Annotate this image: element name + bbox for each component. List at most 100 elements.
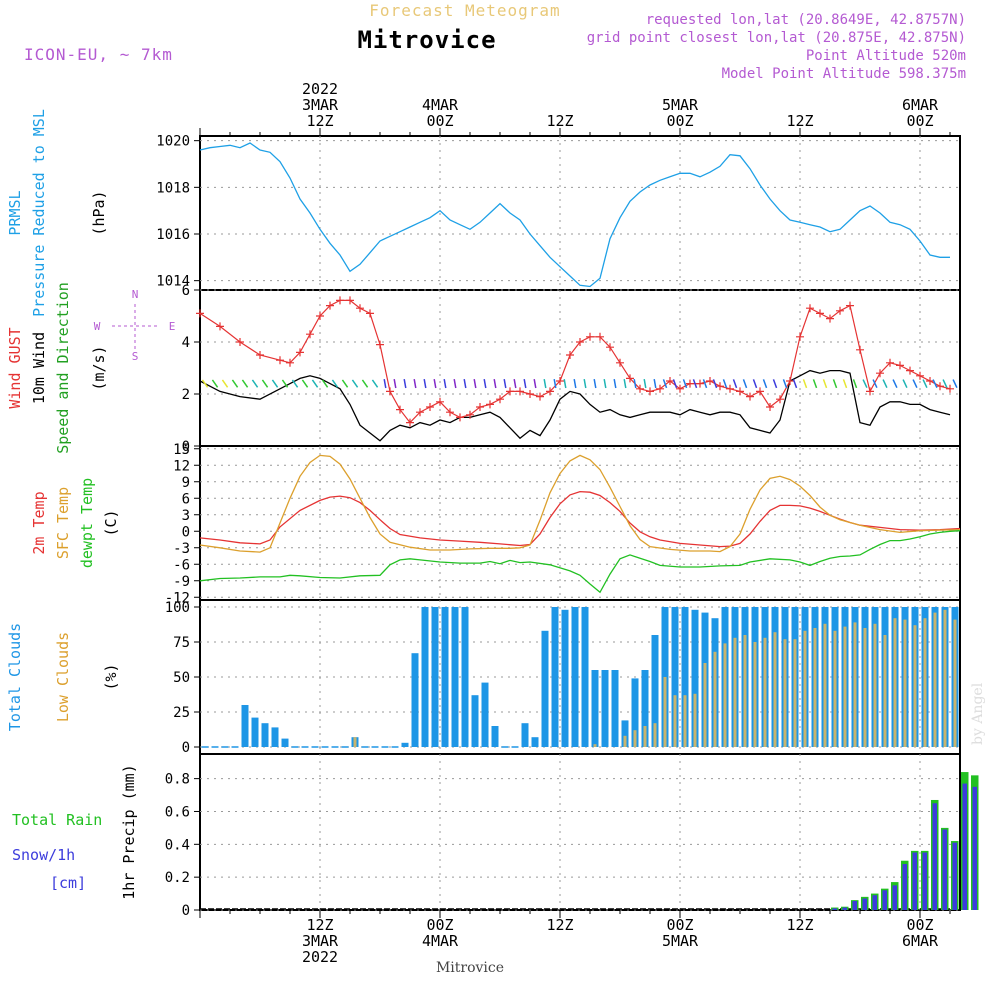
cloud-low-bar — [913, 625, 917, 747]
temp-label-dewpt: dewpt Temp — [78, 478, 96, 568]
clouds-ytick-label: 75 — [173, 635, 190, 651]
wind-gust-marker — [526, 390, 534, 398]
wind-direction-arrow — [752, 379, 758, 389]
header: Forecast Meteogram Mitrovice ICON-EU, ~ … — [24, 1, 986, 976]
product-title: Forecast Meteogram — [369, 1, 560, 20]
wind-ytick-label: 0 — [182, 439, 190, 455]
cloud-low-bar — [633, 730, 637, 747]
panels: 10141016101810200246-12-9-6-303691215025… — [6, 109, 979, 919]
wind-direction-arrow — [643, 379, 647, 389]
wind-direction-arrow — [922, 379, 928, 388]
temp-line-2 — [199, 530, 961, 594]
cloud-low-bar — [663, 677, 667, 747]
wind-direction-arrow — [672, 379, 678, 389]
cloud-low-bar — [713, 651, 717, 747]
cloud-total-bar — [651, 635, 659, 747]
precip-label-rain: Total Rain — [12, 811, 102, 829]
cloud-low-bar — [803, 630, 807, 747]
wind-direction-arrow — [453, 379, 457, 389]
cloud-total-bar — [601, 670, 609, 747]
wind-direction-arrow — [603, 379, 607, 389]
wind-direction-arrow — [762, 379, 768, 389]
precip-ytick-label: 0.4 — [165, 837, 190, 853]
cloud-low-bar — [903, 619, 907, 747]
temp-label-sfc: SFC Temp — [54, 487, 72, 559]
compass-cross — [112, 304, 158, 350]
wind-gust-marker — [726, 384, 734, 393]
wind-gust-marker — [446, 408, 454, 417]
wind-direction-arrow — [882, 379, 888, 388]
cloud-low-bar — [953, 619, 957, 747]
temperature-ytick-label: -6 — [173, 557, 190, 573]
wind-direction-arrow — [832, 379, 838, 389]
cloud-total-bar — [431, 607, 439, 747]
cloud-low-bar — [773, 632, 777, 747]
pressure-line — [199, 142, 950, 288]
wind-gust-marker — [926, 377, 934, 385]
wind-direction-arrow — [802, 379, 808, 389]
wind-gust-marker — [746, 392, 754, 401]
temperature-ytick-label: 12 — [173, 458, 190, 474]
compass-s: S — [132, 350, 139, 363]
cloud-total-bar — [411, 653, 419, 747]
pressure-ytick-label: 1020 — [156, 134, 190, 150]
wind-direction-arrow — [341, 379, 349, 388]
cloud-total-bar — [471, 695, 479, 747]
wind-gust-marker — [416, 408, 424, 417]
wind-gust-marker — [696, 379, 704, 388]
cloud-label-low: Low Clouds — [54, 632, 72, 722]
cloud-low-bar — [833, 630, 837, 747]
wind-direction-arrow — [583, 379, 587, 389]
cloud-total-bar — [531, 737, 539, 747]
cloud-total-bar — [401, 742, 409, 747]
wind-direction-arrow — [942, 379, 948, 388]
wind-gust-marker — [786, 377, 794, 385]
time-label-bottom: 4MAR — [422, 932, 459, 950]
precip-snow-bar — [912, 852, 917, 910]
cloud-low-bar — [763, 637, 767, 747]
wind-frame — [199, 289, 961, 447]
cloud-low-bar — [783, 639, 787, 747]
wind-direction-arrow — [792, 379, 798, 389]
wind-direction-arrow — [872, 379, 878, 388]
temperature-ytick-label: -3 — [173, 541, 190, 557]
cloud-low-bar — [723, 643, 727, 747]
cloud-total-bar — [461, 607, 469, 747]
temperature-ytick-label: -9 — [173, 574, 190, 590]
precip-snow-bar — [882, 890, 887, 910]
wind-gust-marker — [636, 384, 644, 393]
cloud-total-bar — [641, 670, 649, 747]
footer-location: Mitrovice — [436, 960, 504, 976]
precip-frame — [199, 753, 961, 911]
wind-gust-marker — [816, 309, 824, 318]
temperature-ytick-label: 9 — [182, 475, 190, 491]
time-label-top: 12Z — [306, 112, 333, 130]
wind-direction-arrow — [623, 379, 627, 389]
wind-gust-marker — [476, 403, 484, 411]
wind-direction-arrow — [281, 379, 289, 388]
pressure-label-prmsl: PRMSL — [6, 190, 24, 235]
precip-label-unit: 1hr Precip (mm) — [120, 764, 138, 899]
wind-gust-marker — [426, 403, 434, 411]
temperature-ytick-label: 15 — [173, 442, 190, 458]
pressure-ytick-label: 1018 — [156, 180, 190, 196]
wind-gust-marker — [556, 377, 564, 385]
temperature-ytick-label: 0 — [182, 524, 190, 540]
wind-gust-marker — [806, 304, 814, 313]
cloud-total-bar — [671, 607, 679, 747]
compass-n: N — [132, 288, 139, 301]
wind-gust-marker — [646, 387, 654, 396]
cloud-low-bar — [863, 628, 867, 747]
time-label-bottom: 2022 — [302, 948, 338, 966]
wind-direction-arrow — [952, 379, 958, 388]
wind-gust-marker — [856, 345, 864, 354]
time-label-bottom: 00Z — [426, 916, 453, 934]
wind-gust-marker — [486, 400, 494, 409]
wind-direction-arrow — [932, 379, 938, 388]
wind-direction-arrow — [862, 379, 868, 388]
wind-gust-marker — [576, 338, 584, 346]
wind-gust-marker — [386, 387, 394, 396]
time-label-top: 6MAR — [902, 96, 939, 114]
wind-direction-arrow — [403, 379, 407, 389]
